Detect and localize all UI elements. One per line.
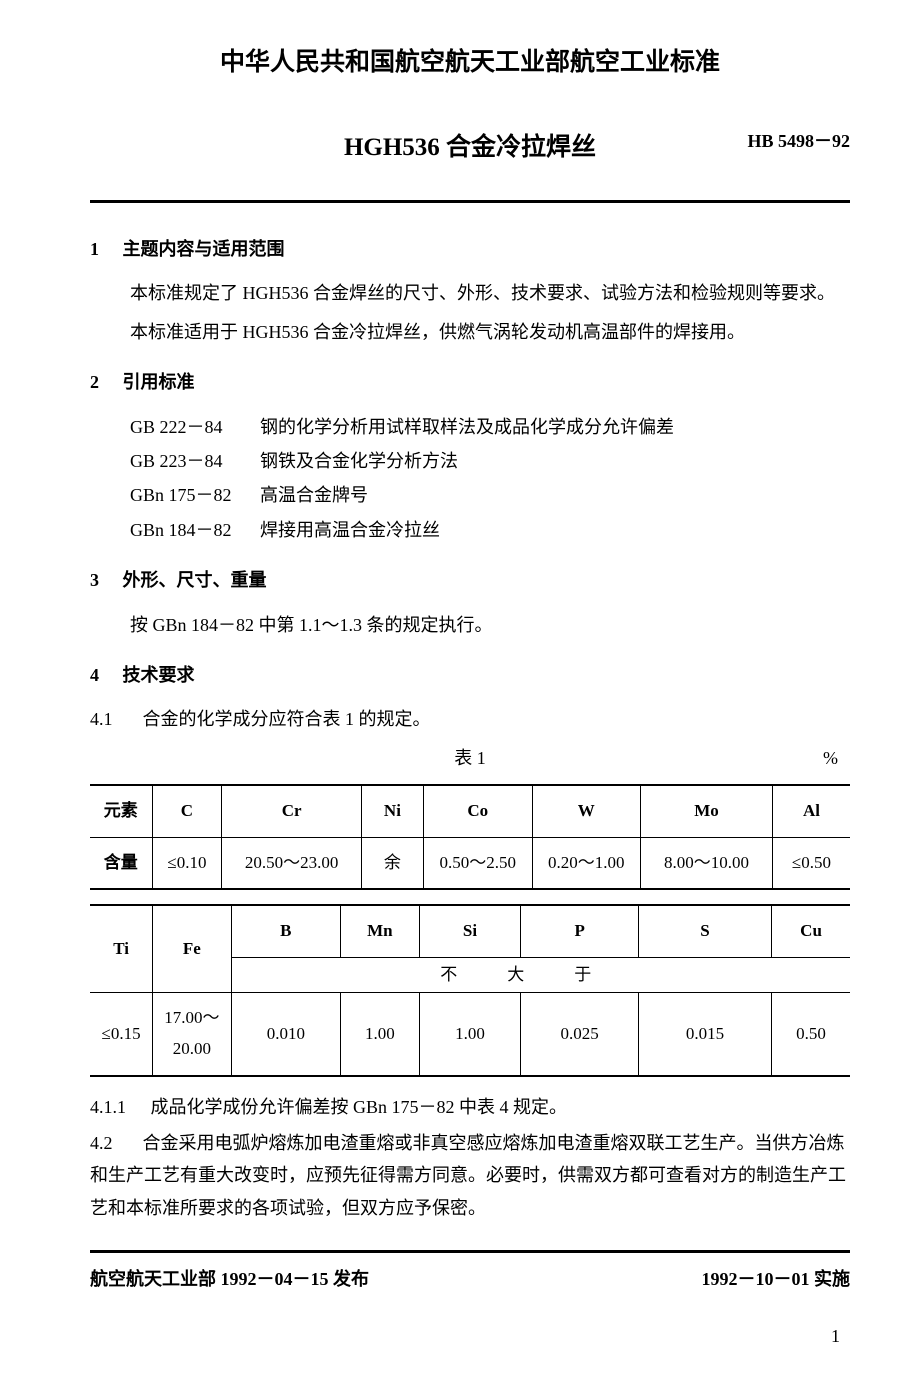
cell: W — [532, 785, 641, 837]
footer-row: 航空航天工业部 1992－04－15 发布 1992－10－01 实施 — [90, 1263, 850, 1295]
section-4-1: 4.1 合金的化学成分应符合表 1 的规定。 — [90, 703, 850, 735]
ref-row: GBn 184－82 焊接用高温合金冷拉丝 — [130, 514, 850, 546]
table-row: ≤0.15 17.00～20.00 0.010 1.00 1.00 0.025 … — [90, 993, 850, 1076]
section-1-p1: 本标准规定了 HGH536 合金焊丝的尺寸、外形、技术要求、试验方法和检验规则等… — [130, 277, 850, 309]
section-1-no: 1 — [90, 233, 118, 265]
standard-code: HB 5498－92 — [747, 125, 850, 157]
section-3-no: 3 — [90, 564, 118, 596]
section-4-no: 4 — [90, 659, 118, 691]
cell: S — [638, 905, 771, 957]
footer-left: 航空航天工业部 1992－04－15 发布 — [90, 1263, 369, 1295]
table-caption: 表 1 — [162, 742, 778, 774]
section-4-heading: 4 技术要求 — [90, 659, 850, 691]
section-2-no: 2 — [90, 366, 118, 398]
cell: 8.00～10.00 — [641, 837, 773, 889]
section-2-heading: 2 引用标准 — [90, 366, 850, 398]
section-3-p1: 按 GBn 184－82 中第 1.1～1.3 条的规定执行。 — [130, 609, 850, 641]
cell: C — [152, 785, 222, 837]
cell: 1.00 — [341, 993, 419, 1076]
cell: 0.015 — [638, 993, 771, 1076]
footer-right: 1992－10－01 实施 — [702, 1263, 851, 1295]
cell: ≤0.10 — [152, 837, 222, 889]
page-number: 1 — [90, 1320, 850, 1352]
cell: Cu — [772, 905, 850, 957]
cell: P — [521, 905, 639, 957]
table-caption-row: 表 1 % — [90, 742, 850, 778]
section-4-1-no: 4.1 — [90, 703, 138, 735]
table-row: Ti Fe B Mn Si P S Cu — [90, 905, 850, 957]
section-4-1-1-text: 成品化学成份允许偏差按 GBn 175－82 中表 4 规定。 — [151, 1097, 568, 1117]
footer-divider — [90, 1250, 850, 1253]
section-2-title: 引用标准 — [123, 372, 195, 392]
cell: 20.50～23.00 — [222, 837, 362, 889]
ref-code: GB 223－84 — [130, 445, 260, 477]
section-4-title: 技术要求 — [123, 665, 195, 685]
section-4-1-text: 合金的化学成分应符合表 1 的规定。 — [143, 709, 431, 729]
cell: ≤0.50 — [772, 837, 850, 889]
title-row: HGH536 合金冷拉焊丝 HB 5498－92 — [90, 125, 850, 170]
ref-desc: 钢的化学分析用试样取样法及成品化学成分允许偏差 — [260, 411, 674, 443]
cell: Mn — [341, 905, 419, 957]
section-3-title: 外形、尺寸、重量 — [123, 570, 267, 590]
cell: 0.50～2.50 — [423, 837, 532, 889]
cell: Co — [423, 785, 532, 837]
cell: Si — [419, 905, 521, 957]
section-1-p2: 本标准适用于 HGH536 合金冷拉焊丝，供燃气涡轮发动机高温部件的焊接用。 — [130, 316, 850, 348]
ref-desc: 钢铁及合金化学分析方法 — [260, 445, 458, 477]
doc-title: HGH536 合金冷拉焊丝 — [344, 125, 596, 170]
section-4-2-no: 4.2 — [90, 1127, 138, 1159]
section-4-2: 4.2 合金采用电弧炉熔炼加电渣重熔或非真空感应熔炼加电渣重熔双联工艺生产。当供… — [90, 1127, 850, 1224]
section-3-heading: 3 外形、尺寸、重量 — [90, 564, 850, 596]
section-4-1-1-no: 4.1.1 — [90, 1091, 146, 1123]
section-1-heading: 1 主题内容与适用范围 — [90, 233, 850, 265]
ref-row: GB 223－84 钢铁及合金化学分析方法 — [130, 445, 850, 477]
document-page: 中华人民共和国航空航天工业部航空工业标准 HGH536 合金冷拉焊丝 HB 54… — [0, 0, 920, 1382]
cell: B — [231, 905, 341, 957]
cell: 0.50 — [772, 993, 850, 1076]
cell: Al — [772, 785, 850, 837]
cell: 余 — [361, 837, 423, 889]
section-4-2-text: 合金采用电弧炉熔炼加电渣重熔或非真空感应熔炼加电渣重熔双联工艺生产。当供方冶炼和… — [90, 1133, 846, 1218]
ref-row: GBn 175－82 高温合金牌号 — [130, 479, 850, 511]
section-4-1-1: 4.1.1 成品化学成份允许偏差按 GBn 175－82 中表 4 规定。 — [90, 1091, 850, 1123]
section-1-title: 主题内容与适用范围 — [123, 239, 285, 259]
cell: 0.20～1.00 — [532, 837, 641, 889]
cell: Fe — [153, 905, 231, 993]
cell: Ti — [90, 905, 153, 993]
cell: Mo — [641, 785, 773, 837]
cell: ≤0.15 — [90, 993, 153, 1076]
ref-desc: 高温合金牌号 — [260, 479, 368, 511]
ref-code: GB 222－84 — [130, 411, 260, 443]
cell: 0.010 — [231, 993, 341, 1076]
top-divider — [90, 200, 850, 203]
row-label: 元素 — [90, 785, 152, 837]
composition-table-2: Ti Fe B Mn Si P S Cu 不大于 ≤0.15 17.00～20.… — [90, 904, 850, 1076]
cell: 17.00～20.00 — [153, 993, 231, 1076]
table-row: 含量 ≤0.10 20.50～23.00 余 0.50～2.50 0.20～1.… — [90, 837, 850, 889]
cell: 0.025 — [521, 993, 639, 1076]
not-more-than: 不大于 — [231, 957, 850, 993]
table-unit: % — [778, 742, 838, 774]
cell: 1.00 — [419, 993, 521, 1076]
ref-row: GB 222－84 钢的化学分析用试样取样法及成品化学成分允许偏差 — [130, 411, 850, 443]
composition-table-1: 元素 C Cr Ni Co W Mo Al 含量 ≤0.10 20.50～23.… — [90, 784, 850, 890]
cell: Cr — [222, 785, 362, 837]
org-title: 中华人民共和国航空航天工业部航空工业标准 — [90, 40, 850, 85]
ref-desc: 焊接用高温合金冷拉丝 — [260, 514, 440, 546]
ref-code: GBn 175－82 — [130, 479, 260, 511]
ref-code: GBn 184－82 — [130, 514, 260, 546]
cell: Ni — [361, 785, 423, 837]
row-label: 含量 — [90, 837, 152, 889]
table-row: 元素 C Cr Ni Co W Mo Al — [90, 785, 850, 837]
